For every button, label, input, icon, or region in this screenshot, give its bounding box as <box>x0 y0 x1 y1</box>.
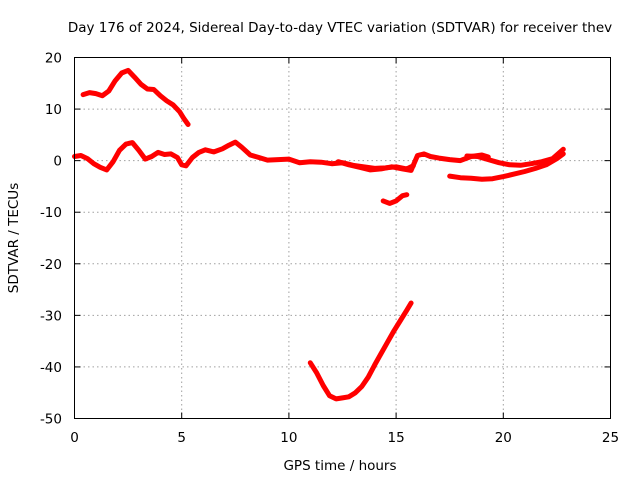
y-tick-label: -10 <box>40 205 62 221</box>
y-tick-label: -50 <box>40 412 62 428</box>
series-line-arc-6 <box>380 192 410 206</box>
x-tick-label: 0 <box>70 430 79 446</box>
x-tick-labels: 0 5 10 15 20 25 <box>70 430 619 446</box>
grid <box>74 57 611 419</box>
chart-title: Day 176 of 2024, Sidereal Day-to-day VTE… <box>68 20 612 36</box>
y-tick-label: -20 <box>40 257 62 273</box>
series-line-arc-3 <box>335 151 491 173</box>
x-tick-label: 15 <box>388 430 405 446</box>
y-tick-label: -30 <box>40 308 62 324</box>
y-axis-label: SDTVAR / TECUs <box>6 183 22 293</box>
plot-frame <box>74 57 611 419</box>
series-line-arc-7 <box>307 300 414 402</box>
series-line-arc-5 <box>447 151 566 182</box>
x-tick-label: 10 <box>280 430 297 446</box>
data-series-group <box>72 67 566 402</box>
x-tick-label: 5 <box>177 430 186 446</box>
y-tick-label: 0 <box>53 154 62 170</box>
x-tick-label: 25 <box>602 430 619 446</box>
y-tick-labels: 20 10 0 -10 -20 -30 -40 -50 <box>40 51 62 428</box>
series-line-arc-4 <box>464 146 566 168</box>
x-tick-label: 20 <box>495 430 512 446</box>
y-tick-label: -40 <box>40 360 62 376</box>
y-tick-label: 20 <box>45 51 62 67</box>
x-axis-label: GPS time / hours <box>283 458 396 474</box>
axis-ticks <box>74 57 611 419</box>
y-tick-label: 10 <box>45 102 62 118</box>
series-line-arc-1 <box>80 67 191 127</box>
